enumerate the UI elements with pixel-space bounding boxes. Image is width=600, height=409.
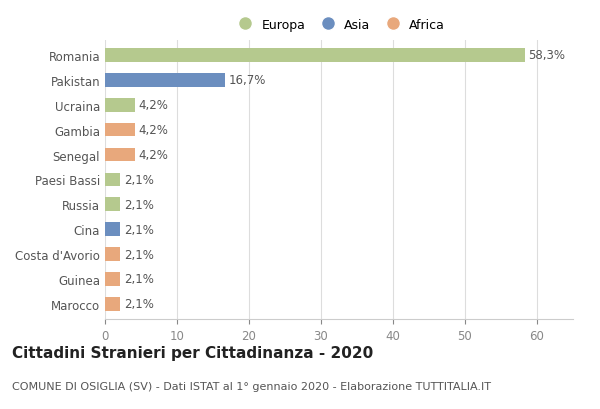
Bar — [105, 272, 120, 286]
Text: COMUNE DI OSIGLIA (SV) - Dati ISTAT al 1° gennaio 2020 - Elaborazione TUTTITALIA: COMUNE DI OSIGLIA (SV) - Dati ISTAT al 1… — [12, 381, 491, 391]
Text: 2,1%: 2,1% — [124, 248, 154, 261]
Text: 2,1%: 2,1% — [124, 223, 154, 236]
Bar — [105, 173, 120, 187]
Text: 58,3%: 58,3% — [529, 49, 565, 62]
Text: 2,1%: 2,1% — [124, 273, 154, 286]
Text: 4,2%: 4,2% — [139, 99, 169, 112]
Text: 16,7%: 16,7% — [229, 74, 266, 87]
Text: 2,1%: 2,1% — [124, 298, 154, 310]
Bar — [105, 297, 120, 311]
Bar — [105, 74, 225, 88]
Bar — [105, 99, 135, 112]
Bar — [105, 223, 120, 236]
Text: 4,2%: 4,2% — [139, 148, 169, 162]
Text: 2,1%: 2,1% — [124, 198, 154, 211]
Bar — [105, 148, 135, 162]
Text: 2,1%: 2,1% — [124, 173, 154, 187]
Bar — [105, 198, 120, 211]
Bar — [105, 49, 525, 63]
Bar — [105, 124, 135, 137]
Legend: Europa, Asia, Africa: Europa, Asia, Africa — [228, 14, 450, 37]
Text: Cittadini Stranieri per Cittadinanza - 2020: Cittadini Stranieri per Cittadinanza - 2… — [12, 346, 373, 361]
Bar — [105, 247, 120, 261]
Text: 4,2%: 4,2% — [139, 124, 169, 137]
